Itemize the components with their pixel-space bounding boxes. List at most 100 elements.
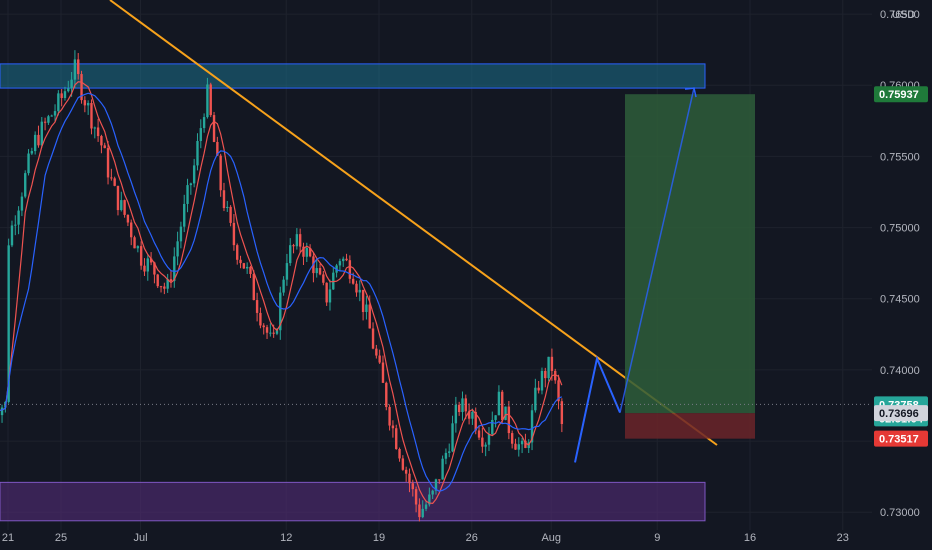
candle-body [540,370,544,391]
candle-body [371,328,375,349]
candle-body [464,398,467,412]
candle-body [401,458,405,470]
candle-body [507,406,511,434]
candle-body [421,508,424,518]
time-axis[interactable]: 21 25 Jul 12 19 26 Aug 9 16 23 [2,532,849,544]
candle-body [222,190,226,209]
projection-zigzag[interactable] [574,355,621,463]
candle-body [173,256,176,282]
projection-arrow-line[interactable] [619,87,695,413]
candle-body [322,274,325,283]
candle-body [434,479,438,491]
candle-body [467,411,471,419]
candle-body [279,292,282,331]
candle-body [315,268,318,274]
candle-body [272,332,275,334]
candle-body [179,226,183,242]
candle-body [133,237,136,249]
candle-body [14,224,17,226]
candle-body [199,128,202,142]
candle-body [530,410,534,443]
stop-box[interactable] [625,413,755,439]
target-box[interactable] [625,94,755,414]
candle-body [252,273,255,301]
candle-body [487,434,491,445]
candle-body [285,263,289,280]
trade-position[interactable] [0,87,872,463]
candle-body [461,398,464,413]
descending-trendline[interactable] [109,0,718,446]
candle-body [149,258,153,263]
candle-body [229,206,232,223]
candle-body [481,437,484,447]
candle-body [441,458,444,480]
candle-body [67,88,70,92]
ma-slow-line [0,92,563,492]
entry-price-tag-bg [874,405,928,422]
resistance-zone[interactable] [0,63,706,89]
candle-body [342,258,345,262]
candle-body [308,248,312,257]
candle-body [226,206,229,209]
price-tick-label: 0.73000 [880,507,920,519]
moving-averages [0,81,563,505]
candle-body [100,136,103,146]
candle-body [408,473,411,484]
candle-body [414,489,418,505]
candle-body [116,185,120,211]
candle-body [249,266,252,274]
candle-body [431,490,434,495]
candle-body [454,404,458,424]
candle-body [378,355,381,363]
candle-body [265,327,269,333]
price-tick-label: 0.75000 [880,223,920,235]
support-zone[interactable] [0,481,706,522]
trendline[interactable] [109,0,718,446]
candle-body [86,102,90,106]
candle-body [302,246,305,257]
candle-body [328,289,332,303]
candle-body [7,245,10,402]
candle-body [411,483,414,490]
price-axis[interactable]: 0.730000.735000.740000.745000.750000.755… [874,9,928,519]
candle-body [298,234,302,247]
time-tick-label: Aug [541,532,561,544]
candle-body [388,407,391,426]
candle-body [166,279,169,289]
candle-body [554,370,557,381]
candles [0,50,564,522]
candle-body [216,141,219,156]
price-tick-label: 0.74500 [880,294,920,306]
candle-body [292,245,295,247]
candle-body [510,433,514,444]
candle-body [262,325,265,328]
candle-body [70,79,73,89]
candle-body [418,504,421,518]
candle-body [212,115,216,142]
candle-body [53,111,57,116]
price-tick-label: 0.76500 [880,9,920,21]
candle-body [169,279,173,282]
candle-body [517,444,520,450]
candle-body [123,200,126,215]
candle-body [345,258,348,261]
time-tick-label: 16 [744,532,756,544]
candle-body [186,185,189,204]
candle-body [176,241,179,257]
candle-body [183,203,186,227]
candle-body [318,268,322,275]
candle-body [537,387,540,391]
candle-body [391,425,395,429]
time-tick-label: 9 [654,532,660,544]
candle-body [457,404,461,413]
candle-body [259,312,262,326]
time-tick-label: 26 [466,532,478,544]
candle-body [189,183,193,186]
candle-body [368,304,371,329]
candle-body [232,222,236,246]
candle-body [348,260,352,279]
candle-body [24,173,27,197]
candle-body [448,451,451,453]
candle-body [103,145,106,149]
